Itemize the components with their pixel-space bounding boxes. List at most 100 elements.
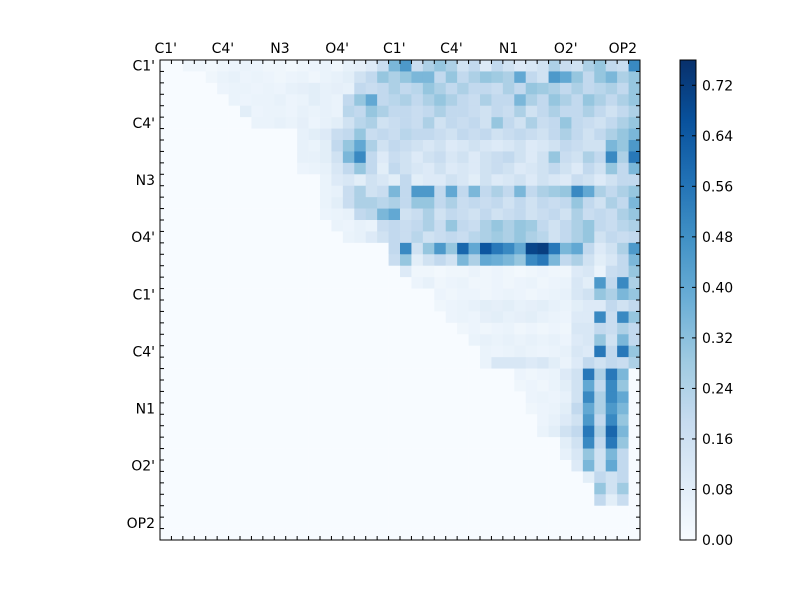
heatmap-cell: [205, 128, 218, 141]
heatmap-cell: [445, 128, 458, 141]
heatmap-cell: [388, 277, 401, 289]
heatmap-cell: [240, 220, 252, 232]
heatmap-cell: [160, 494, 172, 507]
heatmap-cell: [502, 505, 515, 518]
heatmap-cell: [285, 300, 298, 312]
heatmap-cell: [628, 185, 641, 198]
heatmap-cell: [457, 242, 469, 255]
heatmap-cell: [571, 254, 584, 267]
heatmap-cell: [160, 460, 172, 472]
heatmap-cell: [182, 82, 195, 95]
heatmap-cell: [514, 151, 527, 164]
heatmap-cell: [411, 277, 424, 289]
heatmap-cell: [502, 414, 515, 427]
heatmap-cell: [560, 82, 572, 95]
heatmap-cell: [262, 231, 275, 244]
heatmap-cell: [388, 94, 401, 107]
heatmap-cell: [525, 391, 538, 404]
heatmap-cell: [194, 471, 207, 484]
heatmap-cell: [422, 437, 435, 449]
heatmap-cell: [594, 151, 607, 164]
heatmap-cell: [617, 391, 629, 404]
heatmap-cell: [365, 517, 378, 529]
heatmap-cell: [240, 460, 252, 472]
heatmap-cell: [285, 437, 298, 449]
heatmap-cell: [308, 140, 321, 152]
heatmap-cell: [285, 71, 298, 84]
heatmap-cell: [411, 128, 424, 141]
heatmap-cell: [422, 402, 435, 415]
heatmap-cell: [297, 185, 309, 198]
heatmap-cell: [217, 494, 229, 507]
heatmap-cell: [457, 208, 469, 221]
heatmap-cell: [400, 185, 412, 198]
heatmap-cell: [262, 140, 275, 152]
heatmap-cell: [582, 345, 595, 358]
heatmap-cell: [388, 311, 401, 324]
heatmap-cell: [320, 151, 332, 164]
heatmap-cell: [537, 482, 549, 495]
heatmap-cell: [571, 242, 584, 255]
heatmap-cell: [331, 140, 344, 152]
heatmap-cell: [171, 311, 184, 324]
heatmap-cell: [445, 117, 458, 129]
heatmap-cell: [491, 391, 504, 404]
heatmap-cell: [445, 425, 458, 438]
heatmap-cell: [400, 448, 412, 461]
heatmap-cell: [571, 528, 584, 541]
heatmap-cell: [182, 380, 195, 392]
heatmap-cell: [217, 368, 229, 381]
heatmap-cell: [217, 117, 229, 129]
heatmap-cell: [285, 482, 298, 495]
heatmap-cell: [514, 517, 527, 529]
heatmap-cell: [331, 402, 344, 415]
heatmap-cell: [434, 505, 447, 518]
heatmap-cell: [308, 82, 321, 95]
heatmap-cell: [411, 448, 424, 461]
heatmap-cell: [571, 448, 584, 461]
heatmap-cell: [582, 71, 595, 84]
heatmap-cell: [422, 448, 435, 461]
heatmap-cell: [548, 208, 561, 221]
heatmap-cell: [285, 231, 298, 244]
heatmap-cell: [628, 140, 641, 152]
heatmap-cell: [365, 345, 378, 358]
heatmap-cell: [548, 300, 561, 312]
heatmap-cell: [331, 494, 344, 507]
heatmap-cell: [388, 242, 401, 255]
heatmap-cell: [228, 208, 241, 221]
heatmap-cell: [274, 82, 287, 95]
heatmap-cell: [582, 117, 595, 129]
heatmap-cell: [365, 162, 378, 175]
heatmap-cell: [605, 208, 618, 221]
heatmap-cell: [205, 505, 218, 518]
heatmap-cell: [320, 345, 332, 358]
heatmap-cell: [491, 357, 504, 369]
heatmap-cell: [525, 94, 538, 107]
heatmap-cell: [617, 300, 629, 312]
heatmap-cell: [548, 185, 561, 198]
heatmap-cell: [160, 220, 172, 232]
heatmap-cell: [228, 357, 241, 369]
heatmap-cell: [400, 117, 412, 129]
heatmap-cell: [205, 402, 218, 415]
heatmap-cell: [251, 437, 264, 449]
heatmap-cell: [548, 517, 561, 529]
heatmap-cell: [182, 482, 195, 495]
heatmap-cell: [411, 357, 424, 369]
heatmap-cell: [240, 300, 252, 312]
heatmap-cell: [468, 414, 481, 427]
heatmap-cell: [251, 242, 264, 255]
heatmap-cell: [308, 60, 321, 72]
heatmap-cell: [388, 140, 401, 152]
heatmap-cell: [457, 380, 469, 392]
heatmap-cell: [537, 231, 549, 244]
heatmap-cell: [320, 437, 332, 449]
heatmap-cell: [491, 105, 504, 118]
heatmap-cell: [560, 448, 572, 461]
heatmap-cell: [411, 380, 424, 392]
heatmap-cell: [240, 71, 252, 84]
heatmap-cell: [411, 391, 424, 404]
heatmap-cell: [320, 105, 332, 118]
heatmap-cell: [582, 448, 595, 461]
